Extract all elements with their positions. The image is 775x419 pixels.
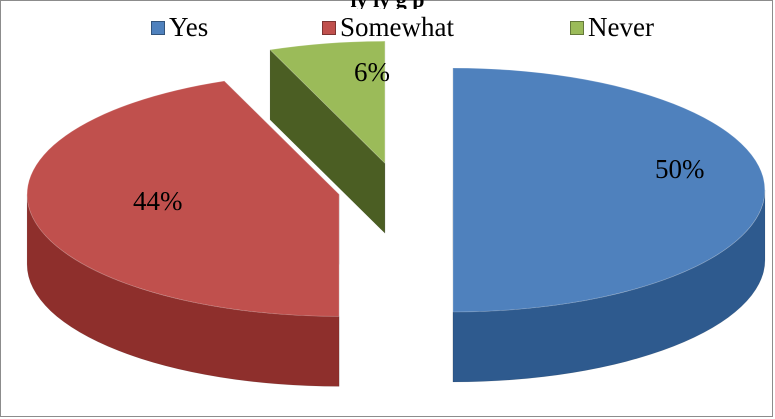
legend-swatch-yes xyxy=(151,20,165,35)
legend-item-yes: Yes xyxy=(151,12,208,43)
data-label-yes: 50% xyxy=(655,154,705,184)
chart-legend: Yes Somewhat Never xyxy=(0,12,775,42)
legend-swatch-somewhat xyxy=(322,20,336,35)
slice-top-yes xyxy=(452,67,766,313)
slice-top-somewhat xyxy=(26,80,340,317)
legend-swatch-never xyxy=(570,20,584,35)
chart-title-cropped: ly ly g p xyxy=(0,0,775,9)
legend-item-never: Never xyxy=(570,12,654,43)
legend-label-yes: Yes xyxy=(169,12,209,42)
legend-label-never: Never xyxy=(588,12,654,42)
legend-item-somewhat: Somewhat xyxy=(322,12,454,43)
data-label-never: 6% xyxy=(354,57,390,87)
legend-label-somewhat: Somewhat xyxy=(340,12,454,42)
slice-top-never xyxy=(269,40,386,165)
slice-wall-start-never xyxy=(269,49,386,234)
slice-side-yes xyxy=(452,189,766,383)
data-label-somewhat: 44% xyxy=(133,186,183,216)
